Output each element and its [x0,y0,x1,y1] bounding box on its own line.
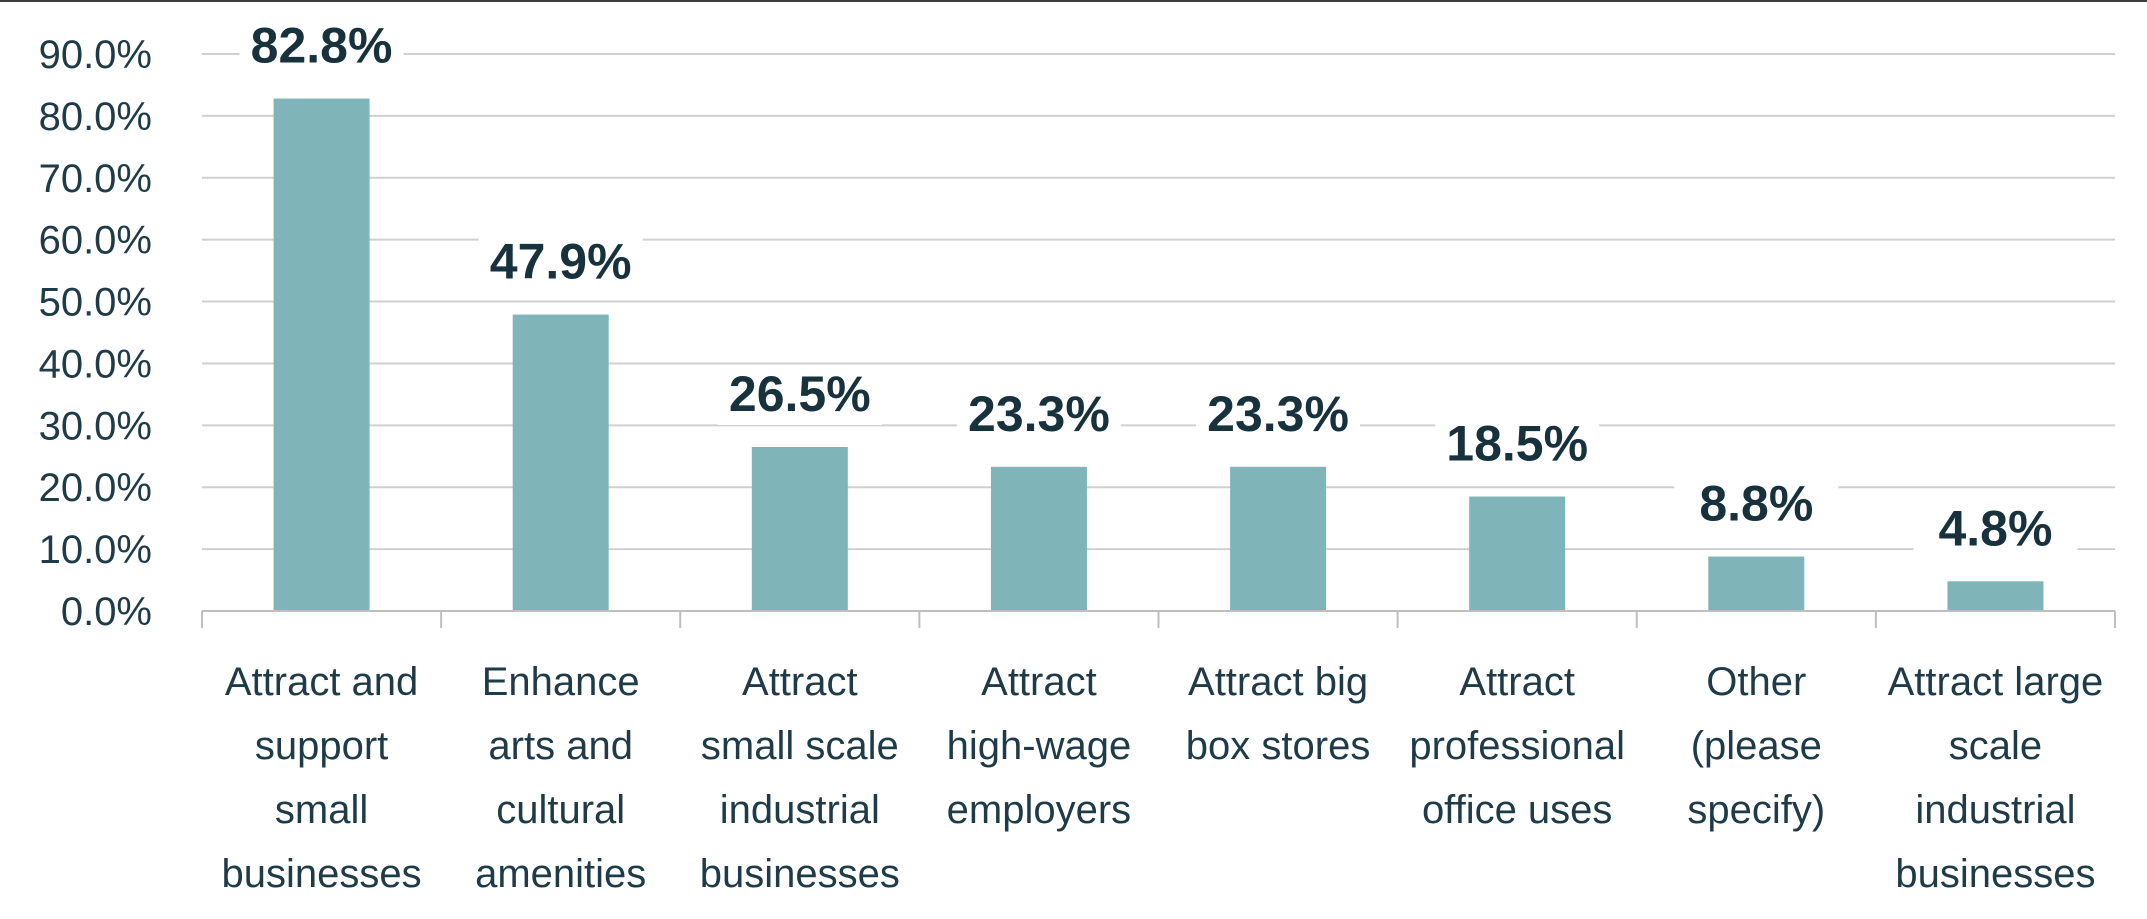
data-label: 18.5% [1446,416,1588,472]
category-label: Attract [1459,660,1575,704]
category-label: Attract large [1888,660,2104,704]
y-tick-label: 90.0% [39,33,152,77]
bar [1469,496,1566,611]
data-label-background [1913,501,2078,560]
data-label-background [478,234,643,293]
data-labels: 82.8% 47.9% 26.5% 23.3% 23.3% 18.5% 8.8% 4.8% [239,18,2078,560]
data-label-background [956,386,1121,445]
data-label: 82.8% [251,18,393,74]
category-label: small [275,788,368,832]
category-label: businesses [1895,852,2095,896]
x-axis [201,610,2116,628]
y-tick-label: 10.0% [39,528,152,572]
category-label: industrial [720,788,880,832]
data-label: 26.5% [729,366,871,422]
category-label: amenities [475,852,646,896]
y-tick-label: 20.0% [39,466,152,510]
y-tick-label: 40.0% [39,342,152,386]
category-label: high-wage [947,724,1132,768]
y-tick-label: 30.0% [39,404,152,448]
category-label: office uses [1422,788,1613,832]
data-label-background [717,366,882,425]
category-label: box stores [1186,724,1371,768]
category-label: scale [1949,724,2042,768]
data-label-background [1674,476,1839,535]
data-label: 47.9% [490,234,632,290]
category-label: businesses [222,852,422,896]
category-label: businesses [700,852,900,896]
bar [1230,466,1327,611]
data-label: 4.8% [1938,500,2052,556]
data-label: 23.3% [968,386,1110,442]
category-label: small scale [701,724,899,768]
category-label: cultural [496,788,625,832]
category-label: support [255,724,388,768]
y-tick-label: 0.0% [61,590,152,634]
y-tick-label: 80.0% [39,95,152,139]
bar [990,466,1087,611]
y-tick-label: 60.0% [39,219,152,263]
data-label: 8.8% [1699,476,1813,532]
bar [1708,556,1805,611]
y-tick-label: 50.0% [39,281,152,325]
bar [512,314,609,611]
category-label: professional [1409,724,1625,768]
category-label: Attract [742,660,858,704]
category-label: Other [1706,660,1806,704]
data-label-background [1196,386,1361,445]
category-label: specify) [1687,788,1825,832]
data-label-background [239,18,404,77]
bars [273,98,2044,611]
y-tick-label: 70.0% [39,157,152,201]
data-label: 23.3% [1207,386,1349,442]
category-label: employers [947,788,1132,832]
category-label: arts and [488,724,633,768]
bar [751,446,848,611]
gridlines [202,53,2115,551]
bar [273,98,370,611]
category-label: industrial [1915,788,2075,832]
bar [1947,581,2044,611]
y-axis-ticks: 0.0% 10.0% 20.0% 30.0% 40.0% 50.0% 60.0% 70.0% 8… [39,33,152,634]
category-label: Attract [981,660,1097,704]
data-label-background [1435,416,1600,475]
category-label: Enhance [482,660,640,704]
category-label: (please [1691,724,1822,768]
category-label: Attract and [225,660,418,704]
category-labels: Attract and support small businesses Enhance… [222,660,2104,896]
category-label: Attract big [1188,660,1368,704]
